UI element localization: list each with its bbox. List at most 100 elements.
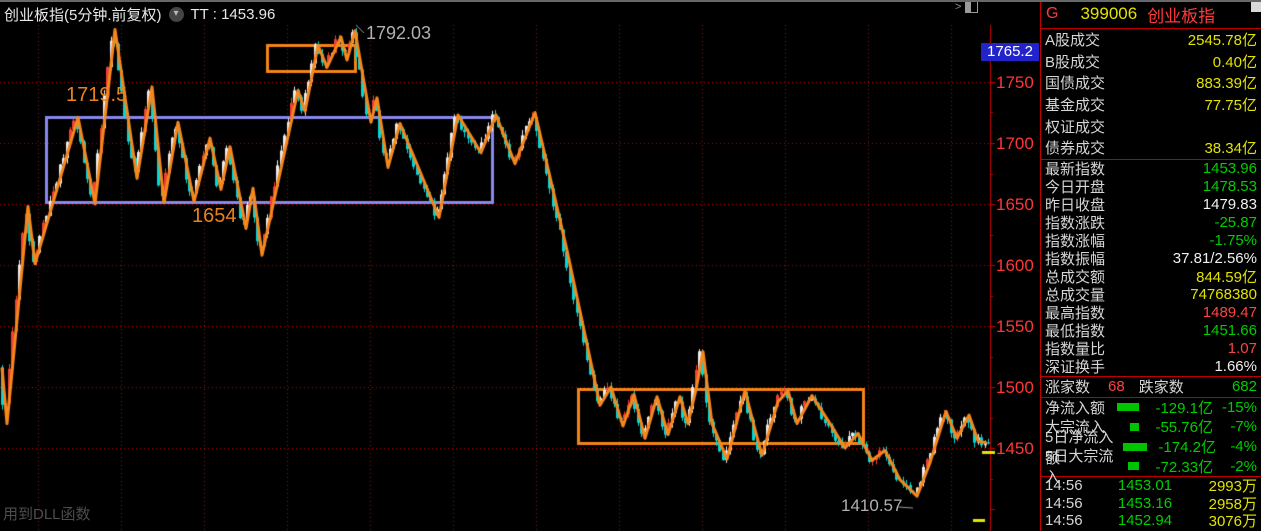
index-stat-row: 今日开盘 1478.53	[1041, 178, 1261, 196]
instrument-header[interactable]: G 399006 创业板指	[1041, 0, 1261, 28]
row-value: 1489.47	[1202, 304, 1257, 322]
row-label: 最新指数	[1045, 161, 1106, 179]
chart-title: 创业板指(5分钟.前复权)	[4, 7, 162, 24]
tick-row: 14:56 1453.01 2993万	[1041, 477, 1261, 495]
row-label: B股成交	[1045, 53, 1101, 71]
market-turnover-section: A股成交 2545.78亿 B股成交 0.40亿 国债成交 883.39亿 基金成交 77.7…	[1041, 28, 1261, 159]
row-label: 指数振幅	[1045, 251, 1106, 269]
instrument-code: 399006	[1080, 4, 1138, 23]
row-value: -25.87	[1214, 214, 1257, 232]
flow-bar-icon	[1128, 462, 1140, 471]
row-label: 总成交量	[1045, 287, 1106, 305]
turnover-row: 基金成交 77.75亿	[1041, 94, 1261, 116]
expand-icon[interactable]: >	[955, 1, 962, 13]
y-axis-label: 1650	[996, 195, 1034, 214]
index-stat-row: 指数涨跌 -25.87	[1041, 214, 1261, 232]
row-label: 指数涨幅	[1045, 233, 1106, 251]
up-count-label: 涨家数	[1045, 379, 1091, 397]
tick-list-section: 14:56 1453.01 2993万 14:56 1453.16 2958万 14:56 1…	[1041, 475, 1261, 530]
row-value: 37.81/2.56%	[1172, 250, 1257, 268]
index-stat-row: 最低指数 1451.66	[1041, 322, 1261, 340]
tick-time: 14:56	[1045, 512, 1083, 530]
row-value: 2545.78亿	[1187, 32, 1257, 50]
price-chart-canvas[interactable]	[0, 0, 1040, 531]
flow-percent: -7%	[1230, 418, 1257, 436]
flow-bar-icon	[1122, 442, 1147, 451]
row-value: 74768380	[1190, 286, 1257, 304]
quote-panel: G 399006 创业板指 A股成交 2545.78亿 B股成交 0.40亿 国债成交 8…	[1040, 0, 1261, 531]
turnover-row: A股成交 2545.78亿	[1041, 29, 1261, 51]
down-count-value: 682	[1231, 378, 1257, 396]
row-value: 1.07	[1227, 340, 1257, 358]
index-stat-row: 昨日收盘 1479.83	[1041, 196, 1261, 214]
row-value: 77.75亿	[1204, 97, 1257, 115]
down-count-label: 跌家数	[1138, 379, 1184, 397]
row-label: 债券成交	[1045, 140, 1106, 158]
index-stat-row: 指数涨幅 -1.75%	[1041, 232, 1261, 250]
row-value: -1.75%	[1209, 232, 1257, 250]
tick-volume: 3076万	[1208, 513, 1257, 531]
money-flow-row: 净流入额 -129.1亿 -15%	[1041, 398, 1261, 418]
corner-button[interactable]	[1251, 2, 1261, 12]
tick-time: 14:56	[1045, 494, 1083, 512]
instrument-name: 创业板指	[1147, 6, 1216, 26]
y-axis-label: 1500	[996, 378, 1034, 398]
row-value: 38.34亿	[1204, 140, 1257, 158]
flow-percent: -4%	[1230, 438, 1257, 456]
tick-price: 1453.16	[1117, 494, 1173, 512]
market-flag: G	[1046, 5, 1059, 22]
index-stats-section: 最新指数 1453.96 今日开盘 1478.53 昨日收盘 1479.83 指数涨跌 -25…	[1041, 158, 1261, 376]
row-value: 1451.66	[1202, 322, 1257, 340]
tick-price: 1452.94	[1117, 512, 1173, 530]
chart-annotation: 1719.5	[66, 84, 128, 106]
chevron-down-icon[interactable]: ▾	[168, 7, 184, 22]
row-label: 最高指数	[1045, 305, 1106, 323]
row-label: 基金成交	[1045, 97, 1106, 115]
split-view-icon[interactable]	[965, 1, 979, 13]
chart-annotation: 1792.03	[366, 23, 432, 43]
row-label: 最低指数	[1045, 323, 1106, 341]
index-stat-row: 总成交额 844.59亿	[1041, 268, 1261, 286]
index-stat-row: 指数量比 1.07	[1041, 340, 1261, 358]
row-label: A股成交	[1045, 32, 1101, 50]
money-flow-row: 5日大宗流入 -72.33亿 -2%	[1041, 448, 1261, 486]
flow-bar-icon	[1117, 403, 1139, 412]
breadth-row: 涨家数 68 跌家数 682	[1041, 377, 1261, 397]
row-value: 1479.83	[1202, 196, 1257, 214]
tick-row: 14:56 1452.94 3076万	[1041, 512, 1261, 530]
tick-volume: 2958万	[1208, 495, 1257, 513]
tick-time: 14:56	[1045, 477, 1083, 495]
row-label: 指数涨跌	[1045, 215, 1106, 233]
breadth-section: 涨家数 68 跌家数 682	[1041, 375, 1261, 397]
index-stat-row: 深证换手 1.66%	[1041, 358, 1261, 376]
chart-annotation: 1654	[192, 205, 237, 227]
indicator-value-label: TT : 1453.96	[190, 6, 276, 23]
flow-value: -72.33亿	[1155, 458, 1214, 476]
flow-percent: -15%	[1221, 398, 1257, 416]
up-count-value: 68	[1108, 378, 1125, 396]
y-axis-label: 1750	[996, 72, 1034, 92]
chart-annotation: 1410.57	[841, 496, 903, 515]
tick-volume: 2993万	[1208, 478, 1257, 496]
row-label: 国债成交	[1045, 75, 1106, 93]
y-axis-label: 1450	[996, 439, 1034, 459]
row-label: 5日大宗流入	[1045, 448, 1114, 487]
y-axis: 1750 1700 1650 1600 1550 1500 1450	[996, 0, 1040, 531]
dll-note: 用到DLL函数	[3, 506, 91, 523]
flow-value: -129.1亿	[1155, 399, 1213, 417]
tick-row: 14:56 1453.16 2958万	[1041, 495, 1261, 513]
row-label: 今日开盘	[1045, 179, 1106, 197]
pane-toolbar: >	[955, 1, 979, 13]
row-value: 1.66%	[1214, 358, 1257, 376]
money-flow-row: 大宗流入 -55.76亿 -7%	[1041, 417, 1261, 437]
flow-value: -174.2亿	[1158, 439, 1216, 457]
turnover-row: B股成交 0.40亿	[1041, 51, 1261, 73]
flow-bar-icon	[1130, 422, 1139, 431]
index-stat-row: 最新指数 1453.96	[1041, 160, 1261, 178]
row-label: 昨日收盘	[1045, 197, 1106, 215]
row-label: 大宗流入	[1045, 419, 1106, 437]
flow-value: -55.76亿	[1155, 419, 1213, 437]
turnover-row: 债券成交 38.34亿	[1041, 137, 1261, 159]
row-label: 深证换手	[1045, 359, 1106, 377]
